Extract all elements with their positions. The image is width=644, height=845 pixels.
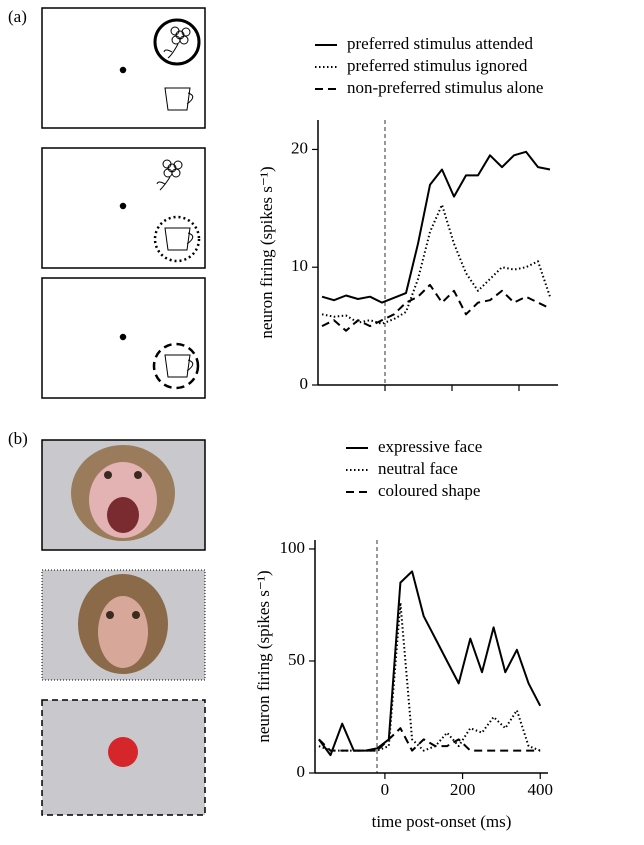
y-tick-label: 0: [297, 762, 306, 781]
figure: (a) 0 10 20 neuron firing (spikes s⁻¹) prefer…: [0, 0, 644, 845]
y-axis-label: neuron firing (spikes s⁻¹): [257, 166, 276, 338]
y-tick-label: 20: [291, 138, 308, 157]
legend-label: preferred stimulus ignored: [347, 56, 528, 75]
x-tick-label: 200: [450, 780, 476, 799]
y-tick-label: 50: [288, 650, 305, 669]
series-line: [319, 571, 540, 755]
x-axis-label: time post-onset (ms): [372, 812, 512, 831]
series-line: [322, 205, 550, 324]
panel-label: (a): [8, 7, 27, 26]
x-tick-marks-a: [385, 385, 519, 391]
legend-label: coloured shape: [378, 481, 480, 500]
stimulus-panels-a: [42, 8, 205, 398]
x-tick-label: 400: [527, 780, 553, 799]
legend-label: preferred stimulus attended: [347, 34, 533, 53]
legend-label: non-preferred stimulus alone: [347, 78, 543, 97]
series-line: [322, 285, 550, 331]
y-tick-label: 0: [300, 374, 309, 393]
x-tick-label: 0: [381, 780, 390, 799]
y-tick-label: 100: [280, 538, 306, 557]
page: (a) 0 10 20 neuron firing (spikes s⁻¹) prefer…: [0, 0, 644, 845]
stimulus-panels-b: [42, 440, 205, 815]
y-axis-label: neuron firing (spikes s⁻¹): [254, 570, 273, 742]
panel-label: (b): [8, 429, 28, 448]
series-line: [322, 152, 550, 303]
y-tick-label: 10: [291, 256, 308, 275]
series-line: [319, 603, 540, 751]
legend-label: neutral face: [378, 459, 458, 478]
legend-label: expressive face: [378, 437, 482, 456]
